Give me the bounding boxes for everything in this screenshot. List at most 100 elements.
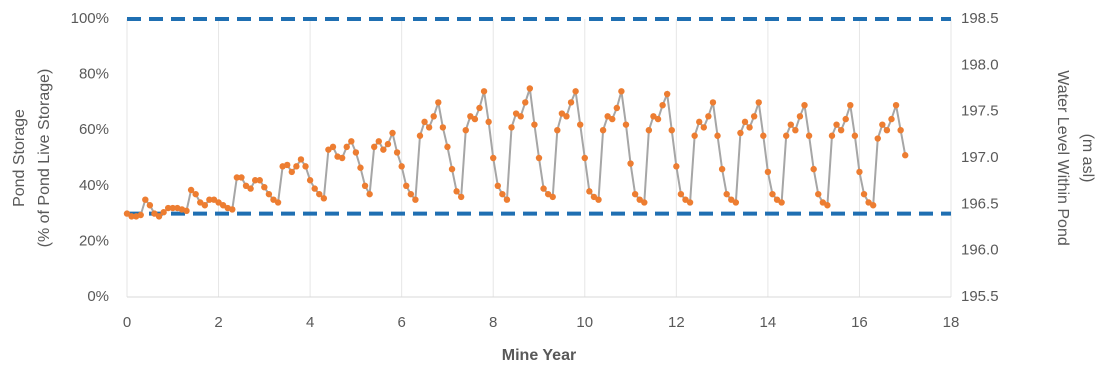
- data-point: [728, 196, 735, 203]
- data-point: [659, 101, 666, 109]
- data-point: [219, 202, 227, 209]
- data-point: [229, 206, 236, 213]
- y-tick-label: 40%: [79, 177, 109, 194]
- data-point: [352, 149, 360, 156]
- data-point: [256, 177, 263, 184]
- data-point: [755, 99, 762, 106]
- data-point: [293, 163, 300, 170]
- data-point: [709, 99, 717, 106]
- data-point: [714, 132, 721, 139]
- data-point: [421, 118, 428, 126]
- y-tick-label: 80%: [79, 66, 109, 83]
- data-point: [792, 127, 799, 134]
- data-point: [380, 146, 387, 153]
- data-point: [819, 199, 827, 206]
- data-point: [407, 190, 415, 198]
- y2-tick-label: 196.0: [961, 242, 999, 259]
- data-point: [869, 202, 877, 209]
- y-tick-label: 20%: [79, 232, 109, 249]
- data-point: [201, 202, 209, 209]
- y2-tick-label: 197.0: [961, 149, 999, 166]
- data-point: [902, 152, 909, 159]
- data-point: [503, 196, 511, 203]
- data-point: [416, 132, 424, 139]
- data-point: [805, 132, 813, 139]
- data-point: [361, 182, 369, 189]
- x-tick-label: 0: [123, 314, 131, 331]
- data-point: [801, 101, 808, 109]
- data-point: [631, 190, 639, 198]
- data-point: [622, 121, 630, 128]
- x-tick-label: 4: [306, 314, 314, 331]
- data-point: [412, 196, 419, 203]
- data-point: [302, 163, 309, 170]
- y-axis-label: Pond Storage: [11, 109, 28, 207]
- data-point: [609, 115, 616, 123]
- data-point: [586, 188, 593, 195]
- data-point: [613, 104, 621, 112]
- data-point: [544, 190, 552, 198]
- y2-axis-label: Water Level Within Pond: [1054, 70, 1071, 245]
- y2-tick-label: 196.5: [961, 195, 999, 212]
- data-point: [192, 190, 199, 198]
- data-point: [357, 164, 364, 171]
- data-point: [860, 190, 868, 198]
- data-point: [425, 124, 433, 131]
- data-point: [398, 163, 405, 170]
- data-point: [682, 196, 689, 203]
- data-point: [403, 182, 410, 189]
- y-axis-label: (% of Pond Live Storage): [36, 69, 53, 248]
- x-tick-label: 14: [760, 314, 777, 331]
- series-line: [126, 87, 907, 218]
- data-point: [810, 165, 817, 173]
- data-point: [888, 115, 895, 123]
- data-point: [718, 165, 726, 173]
- data-point: [128, 213, 135, 220]
- data-point: [197, 199, 204, 206]
- data-point: [842, 115, 849, 123]
- data-point: [618, 88, 625, 95]
- data-point: [206, 196, 213, 203]
- data-point: [856, 168, 863, 176]
- data-point: [155, 213, 163, 220]
- data-point: [526, 85, 534, 92]
- y-tick-label: 100%: [71, 10, 109, 27]
- data-point: [490, 154, 497, 162]
- data-point: [636, 196, 643, 203]
- data-point: [696, 118, 703, 126]
- data-point: [883, 127, 891, 134]
- data-point: [146, 202, 154, 209]
- data-point: [535, 154, 543, 162]
- data-point: [457, 193, 465, 201]
- data-point: [480, 88, 488, 95]
- data-point: [773, 196, 781, 203]
- y-tick-label: 60%: [79, 121, 109, 138]
- data-point: [705, 113, 712, 120]
- x-tick-label: 12: [668, 314, 685, 331]
- data-point: [151, 210, 158, 217]
- data-point: [828, 132, 836, 139]
- data-point: [384, 140, 392, 148]
- data-point: [796, 113, 804, 120]
- data-point: [462, 127, 469, 134]
- data-point: [467, 113, 474, 120]
- data-point: [668, 127, 675, 134]
- y2-tick-label: 198.5: [961, 10, 999, 27]
- data-point: [723, 190, 730, 198]
- data-point: [851, 132, 859, 139]
- data-point: [778, 199, 785, 206]
- data-point: [604, 113, 611, 120]
- data-point: [563, 113, 570, 120]
- y2-axis-label: (m asl): [1079, 134, 1096, 183]
- data-point: [476, 104, 483, 112]
- data-point: [512, 110, 520, 117]
- data-point: [645, 127, 653, 134]
- data-point: [499, 190, 506, 198]
- data-point: [329, 143, 337, 151]
- data-point: [572, 88, 579, 95]
- data-point: [824, 202, 831, 209]
- data-point: [274, 199, 282, 206]
- data-point: [233, 174, 241, 181]
- data-point: [769, 190, 776, 198]
